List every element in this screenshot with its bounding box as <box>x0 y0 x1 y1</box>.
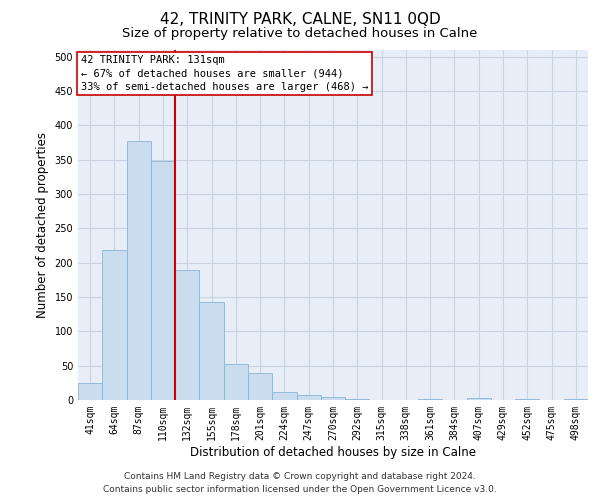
Text: 42 TRINITY PARK: 131sqm
← 67% of detached houses are smaller (944)
33% of semi-d: 42 TRINITY PARK: 131sqm ← 67% of detache… <box>80 55 368 92</box>
Bar <box>418 398 442 400</box>
Text: Contains HM Land Registry data © Crown copyright and database right 2024.
Contai: Contains HM Land Registry data © Crown c… <box>103 472 497 494</box>
Text: Size of property relative to detached houses in Calne: Size of property relative to detached ho… <box>122 28 478 40</box>
Bar <box>199 302 224 400</box>
Bar <box>321 396 345 400</box>
Bar <box>296 394 321 400</box>
Bar <box>564 398 588 400</box>
Bar <box>248 372 272 400</box>
Bar <box>175 270 199 400</box>
Bar <box>224 364 248 400</box>
Bar <box>467 398 491 400</box>
Bar <box>272 392 296 400</box>
Bar <box>78 383 102 400</box>
Bar <box>151 161 175 400</box>
Text: 42, TRINITY PARK, CALNE, SN11 0QD: 42, TRINITY PARK, CALNE, SN11 0QD <box>160 12 440 28</box>
X-axis label: Distribution of detached houses by size in Calne: Distribution of detached houses by size … <box>190 446 476 458</box>
Y-axis label: Number of detached properties: Number of detached properties <box>36 132 49 318</box>
Bar <box>127 140 151 400</box>
Bar <box>102 250 127 400</box>
